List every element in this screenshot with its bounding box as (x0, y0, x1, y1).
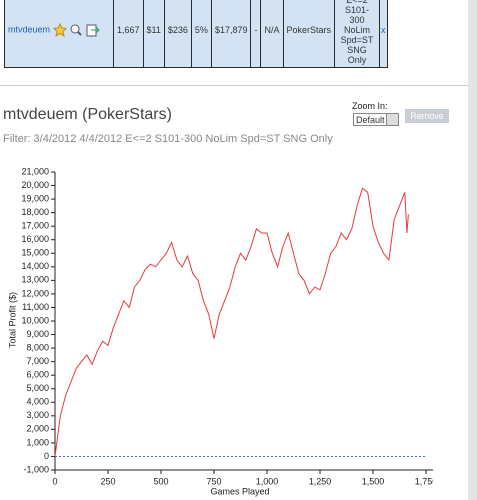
delete[interactable]: x (379, 0, 388, 68)
x-tick-label: 500 (153, 476, 168, 486)
player-table: mtvdeuem 1,667 $11 $236 5% $17,879 - N/A… (4, 0, 388, 68)
y-tick-label: 20,000 (21, 180, 49, 190)
y-tick-label: 10,000 (21, 315, 49, 325)
dropdown-arrow[interactable] (386, 114, 398, 125)
y-tick-label: 18,000 (21, 207, 49, 217)
cell: N/A (260, 0, 284, 68)
y-tick-label: 8,000 (26, 342, 49, 352)
y-tick-label: 19,000 (21, 193, 49, 203)
cell: 5% (190, 0, 212, 68)
remove-button[interactable]: Remove (405, 109, 449, 123)
y-tick-label: 4,000 (26, 397, 49, 407)
y-tick-label: 3,000 (26, 410, 49, 420)
y-tick-label: 0 (44, 451, 49, 461)
cell: 1,667 (113, 0, 144, 68)
scrollbar (468, 0, 477, 500)
y-tick-label: -1,000 (23, 464, 49, 474)
player-link[interactable]: mtvdeuem (8, 24, 51, 35)
cell: $11 (142, 0, 165, 68)
y-tick-label: 5,000 (26, 383, 49, 393)
cell: $17,879 (210, 0, 252, 68)
y-tick-label: 2,000 (26, 424, 49, 434)
y-tick-label: 6,000 (26, 370, 49, 380)
y-tick-label: 13,000 (21, 275, 49, 285)
filter-text: Filter: 3/4/2012 4/4/2012 E<=2 S101-300 … (3, 133, 333, 145)
zoom-value: Default (356, 115, 385, 125)
x-tick-label: 1,750 (415, 476, 433, 486)
cell: - (250, 0, 262, 68)
x-tick-label: 1,250 (309, 476, 332, 486)
y-tick-label: 17,000 (21, 221, 49, 231)
y-tick-label: 11,000 (22, 302, 49, 312)
chart: Games Played Total Profit ($) -1,00001,0… (7, 166, 433, 496)
favorite-icon[interactable] (52, 22, 67, 38)
y-tick-label: 7,000 (26, 356, 49, 366)
cell: E<=2 S101-300 NoLim Spd=ST SNG Only (334, 0, 381, 68)
x-tick-label: 1,500 (362, 476, 385, 486)
y-tick-label: 9,000 (26, 329, 49, 339)
y-tick-label: 1,000 (26, 437, 49, 447)
y-tick-label: 12,000 (21, 288, 49, 298)
zoom-label: Zoom In: (352, 101, 388, 111)
chart-title: mtvdeuem (PokerStars) (3, 106, 172, 123)
x-tick-label: 0 (52, 476, 57, 486)
y-tick-label: 14,000 (21, 261, 49, 271)
y-axis-title: Total Profit ($) (7, 292, 17, 348)
x-tick-label: 250 (100, 476, 115, 486)
cell: $236 (163, 0, 192, 68)
separator (0, 85, 468, 86)
player-row: mtvdeuem 1,667 $11 $236 5% $17,879 - N/A… (4, 0, 388, 68)
y-tick-label: 21,000 (21, 166, 49, 176)
icons (52, 22, 100, 38)
y-tick-label: 15,000 (21, 248, 49, 258)
y-tick-label: 16,000 (21, 234, 49, 244)
x-axis-title: Games Played (210, 486, 269, 496)
name-cell: mtvdeuem (4, 0, 114, 68)
x-tick-label: 750 (206, 476, 221, 486)
profit-line (54, 187, 409, 457)
cell: PokerStars (282, 0, 336, 68)
search-icon[interactable] (70, 24, 80, 34)
zoom-select[interactable]: Default (353, 113, 399, 126)
x-tick-label: 1,000 (256, 476, 279, 486)
